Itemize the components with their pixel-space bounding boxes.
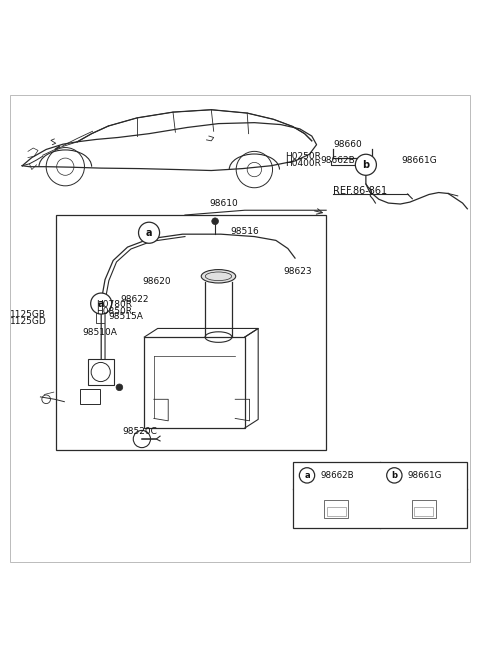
Text: 98510A: 98510A [82,328,117,337]
Bar [144,337,245,428]
Text: 98660: 98660 [333,140,362,149]
Bar [324,500,348,518]
Text: H0780R: H0780R [96,300,132,309]
Ellipse shape [201,270,236,283]
Text: 98661G: 98661G [402,157,438,166]
Text: b: b [391,471,397,480]
Circle shape [116,384,123,390]
Text: a: a [146,228,152,238]
Bar [327,507,346,515]
Text: 98662B: 98662B [321,157,355,166]
Text: REF.86-861: REF.86-861 [333,186,387,196]
Bar [80,389,100,404]
Bar [88,358,114,385]
Text: 98623: 98623 [283,267,312,276]
Circle shape [387,468,402,483]
Bar [56,215,326,449]
Bar [412,500,435,518]
Text: 1125GB: 1125GB [10,310,46,318]
Text: H0400R: H0400R [286,159,321,168]
Text: 98516: 98516 [230,227,259,236]
Bar [414,507,433,515]
Text: a: a [98,299,105,309]
Text: 98610: 98610 [209,198,238,208]
Text: 98662B: 98662B [321,471,354,480]
Text: H0850R: H0850R [96,307,132,316]
Circle shape [355,154,376,176]
Bar [293,462,468,527]
Circle shape [91,293,112,314]
Circle shape [300,468,315,483]
Circle shape [139,222,159,243]
Text: 98620: 98620 [142,276,170,286]
Text: a: a [304,471,310,480]
Text: 98515A: 98515A [108,312,143,321]
Text: H0250R: H0250R [286,152,321,160]
Text: 98622: 98622 [120,295,149,304]
Text: 1125GD: 1125GD [10,317,47,326]
Text: b: b [362,160,370,170]
Text: 98520C: 98520C [123,427,157,436]
Text: 98661G: 98661G [408,471,442,480]
Circle shape [212,218,218,225]
